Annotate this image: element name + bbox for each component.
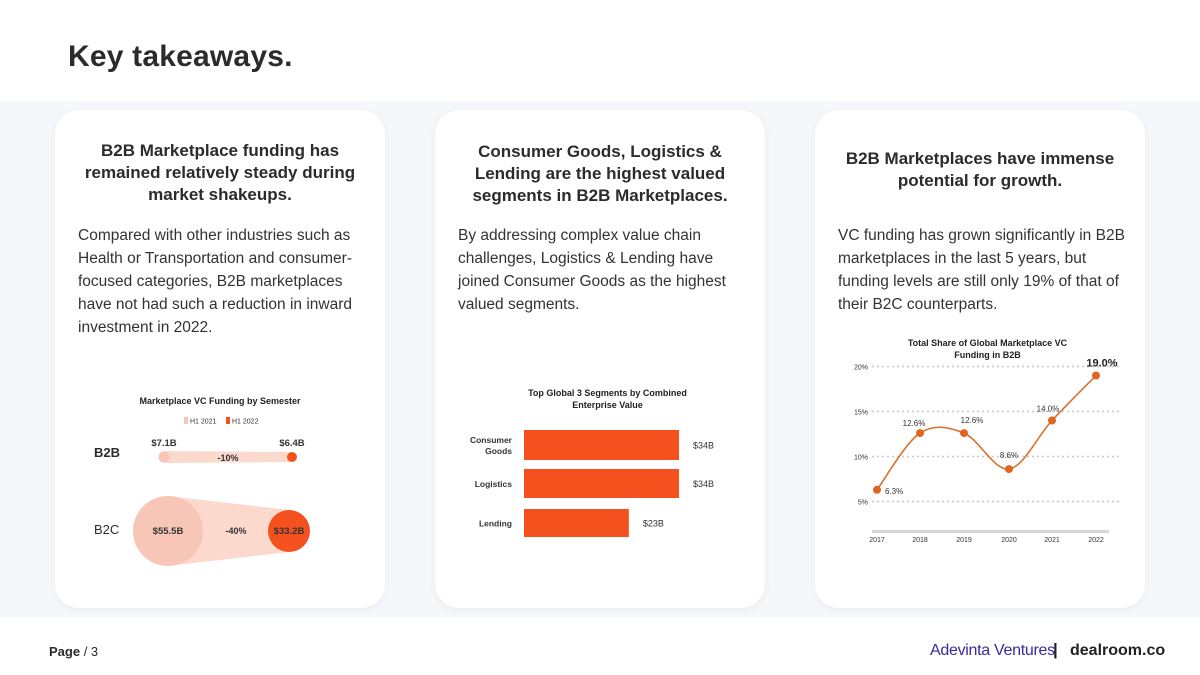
segment-value-2: $34B — [693, 479, 714, 489]
b2b-connector — [164, 451, 292, 463]
share-point-2022 — [1092, 371, 1100, 380]
segment-bar-2 — [524, 469, 679, 498]
card-b2b-funding: B2B Marketplace funding has remained rel… — [55, 110, 385, 608]
segment-bar-3 — [524, 509, 629, 537]
value-label-b2c-2022: $33.2B — [274, 526, 305, 537]
share-value-label-2022: 19.0% — [1086, 358, 1117, 370]
ytick-label: 5% — [858, 500, 868, 507]
xtick-label-2018: 2018 — [912, 537, 928, 544]
share-line-chart: 5% 10% 15% 20% 6.3% 2017 12.6% 2018 12.6% 2019 8.6… — [854, 358, 1121, 544]
chart-title: Top Global 3 Segments by Combined Enterp… — [528, 388, 687, 410]
share-point-2019 — [960, 429, 968, 438]
segment-bar-1 — [524, 430, 679, 460]
b2b-marker-2021 — [158, 451, 170, 463]
share-value-label-2020: 8.6% — [1000, 451, 1018, 460]
share-point-2018 — [916, 429, 924, 438]
page-number: / 3 — [83, 644, 99, 659]
card-body: VC funding has grown significantly in B2… — [838, 227, 1125, 313]
value-label-b2b-2022: $6.4B — [279, 438, 304, 449]
card-heading: Consumer Goods, Logistics & Lending are … — [472, 142, 728, 205]
segment-label-2: Logistics — [475, 479, 513, 489]
brand-separator: | — [1053, 640, 1058, 659]
legend-swatch-h1-2021 — [184, 417, 188, 424]
segment-value-3: $23B — [643, 519, 664, 529]
share-value-label-2021: 14.0% — [1037, 405, 1060, 414]
chart-title: Total Share of Global Marketplace VC Fun… — [907, 338, 1068, 360]
card-body: Compared with other industries such as H… — [78, 227, 353, 336]
page-label: Page — [49, 644, 81, 659]
legend-label-h1-2022: H1 2022 — [232, 419, 259, 426]
legend-label-h1-2021: H1 2021 — [190, 419, 217, 426]
share-point-2021 — [1048, 416, 1056, 425]
xtick-label-2020: 2020 — [1001, 537, 1017, 544]
legend-swatch-h1-2022 — [226, 417, 230, 424]
b2c-marker-2022 — [268, 510, 310, 552]
category-label-b2c: B2C — [94, 522, 119, 537]
semester-chart: H1 2021 H1 2022 B2B $7.1B $6.4B -10% B2C… — [94, 417, 310, 566]
value-label-b2b-2021: $7.1B — [151, 438, 176, 449]
share-series-line — [876, 374, 1097, 491]
adevinta-ventures-logo: Adevinta Ventures — [930, 642, 1055, 659]
b2c-marker-2021 — [133, 496, 203, 566]
dealroom-logo: dealroom.co — [1070, 642, 1166, 659]
ytick-label: 20% — [854, 365, 868, 372]
value-label-b2c-2021: $55.5B — [153, 526, 184, 537]
b2b-marker-2022 — [287, 452, 297, 462]
page-title: Key takeaways. — [68, 40, 293, 73]
segment-value-1: $34B — [693, 441, 714, 451]
page-indicator: Page / 3 — [49, 644, 98, 659]
xtick-label-2019: 2019 — [956, 537, 972, 544]
chart-title: Marketplace VC Funding by Semester — [139, 396, 301, 406]
share-value-label-2017: 6.3% — [885, 487, 903, 496]
card-heading: B2B Marketplace funding has remained rel… — [84, 141, 356, 204]
share-point-2020 — [1005, 465, 1013, 474]
xtick-label-2021: 2021 — [1044, 537, 1060, 544]
share-value-label-2019: 12.6% — [961, 416, 984, 425]
change-label-b2b: -10% — [217, 453, 238, 463]
share-point-2017 — [873, 485, 881, 494]
card-heading: B2B Marketplaces have immense potential … — [845, 149, 1115, 190]
xtick-label-2022: 2022 — [1088, 537, 1104, 544]
ytick-label: 15% — [854, 410, 868, 417]
segment-label-1: Consumer Goods — [470, 435, 513, 456]
card-growth-potential: B2B Marketplaces have immense potential … — [815, 110, 1145, 608]
change-label-b2c: -40% — [225, 526, 246, 536]
share-value-label-2018: 12.6% — [903, 419, 926, 428]
segments-chart: Consumer Goods $34B Logistics $34B Lending $23… — [470, 430, 714, 537]
xtick-label-2017: 2017 — [869, 537, 885, 544]
card-body: By addressing complex value chain challe… — [458, 227, 726, 313]
segment-label-3: Lending — [479, 519, 512, 529]
ytick-label: 10% — [854, 455, 868, 462]
card-top-segments: Consumer Goods, Logistics & Lending are … — [435, 110, 765, 608]
category-label-b2b: B2B — [94, 445, 120, 460]
